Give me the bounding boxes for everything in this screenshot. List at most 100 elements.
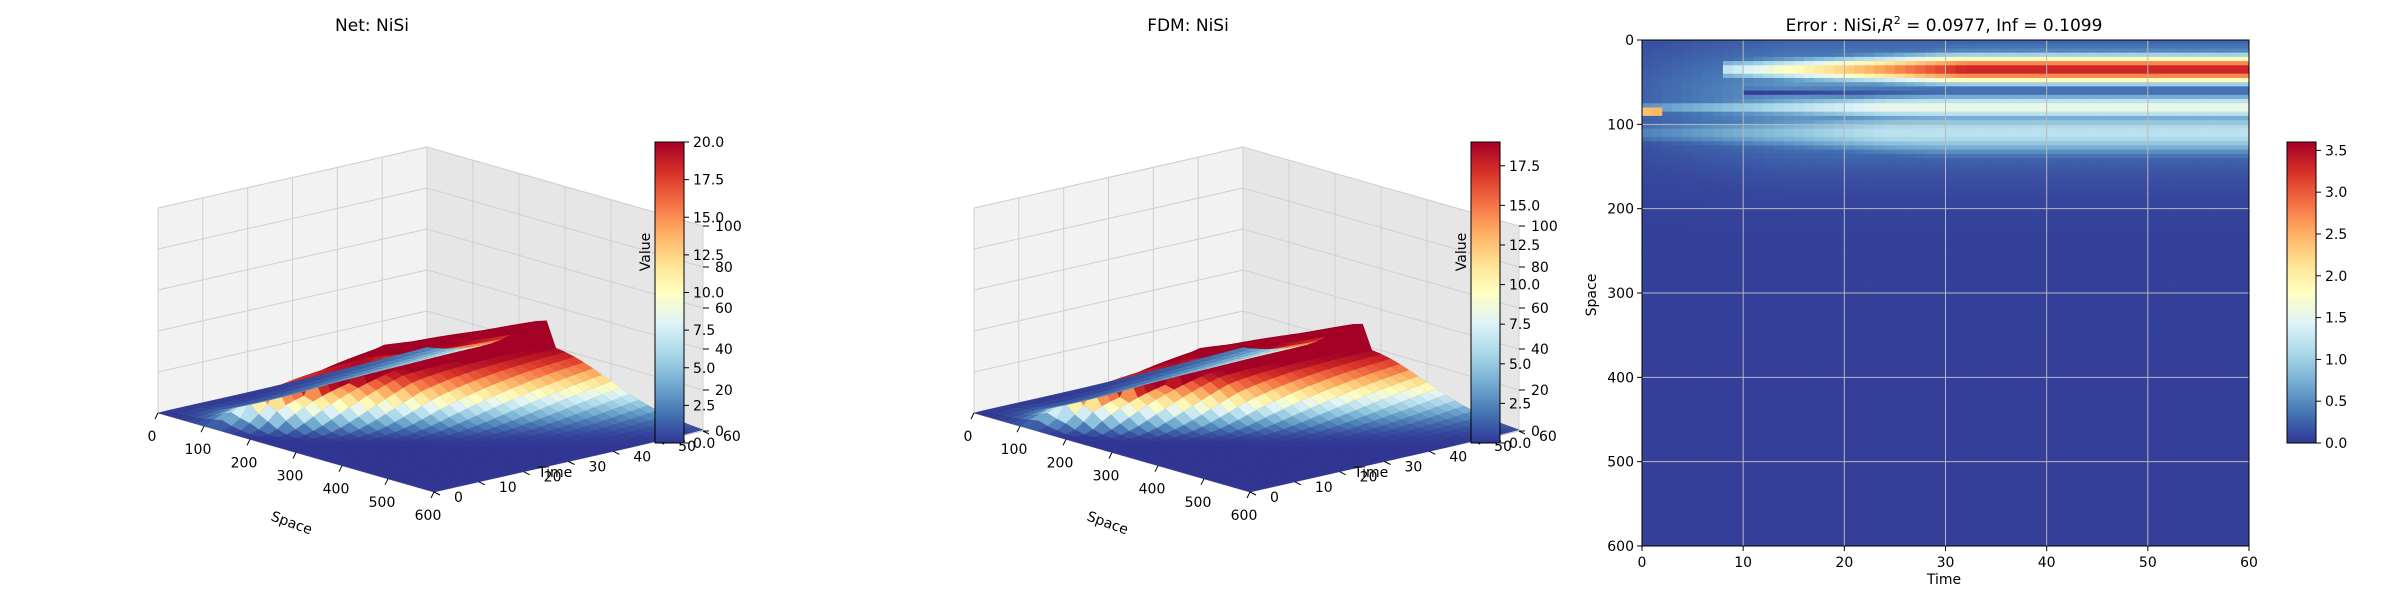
heatmap-cell xyxy=(1854,402,1865,408)
heatmap-cell xyxy=(1834,263,1845,269)
heatmap-cell xyxy=(1692,356,1704,361)
heatmap-cell xyxy=(1733,170,1744,176)
heatmap-cell xyxy=(1874,255,1886,260)
heatmap-cell xyxy=(1864,111,1876,117)
net-colorbar-tick-label: 0.0 xyxy=(693,436,715,452)
heatmap-cell xyxy=(1672,200,1683,205)
heatmap-cell xyxy=(1773,90,1785,96)
heatmap-cell xyxy=(1854,158,1865,163)
heatmap-cell xyxy=(1682,368,1693,374)
heatmap-cell xyxy=(1652,529,1663,534)
heatmap-cell xyxy=(1753,427,1764,433)
heatmap-cell xyxy=(1783,284,1795,290)
heatmap-cell xyxy=(1763,86,1774,91)
heatmap-cell xyxy=(1874,381,1886,387)
heatmap-cell xyxy=(1763,90,1774,96)
heatmap-cell xyxy=(1733,377,1744,382)
heatmap-cell xyxy=(1642,330,1653,336)
heatmap-cell xyxy=(1783,229,1795,235)
net-colorbar-tick-label: 10.0 xyxy=(693,286,724,302)
heatmap-cell xyxy=(1834,250,1845,256)
y-tick-label: 60 xyxy=(1539,429,1557,445)
heatmap-cell xyxy=(1834,233,1845,239)
heatmap-cell xyxy=(1733,145,1744,151)
heatmap-cell xyxy=(1884,183,1896,188)
heatmap-cell xyxy=(1662,330,1673,336)
heatmap-cell xyxy=(1803,94,1815,100)
x-tick xyxy=(1108,452,1113,459)
heatmap-cell xyxy=(1803,326,1815,332)
heatmap-cell xyxy=(1874,187,1886,193)
heatmap-cell xyxy=(1692,196,1704,201)
heatmap-cell xyxy=(1702,263,1714,269)
heatmap-cell xyxy=(1733,166,1744,172)
heatmap-cell xyxy=(1824,250,1835,256)
heatmap-cell xyxy=(1783,94,1795,100)
wall-grid-z xyxy=(157,187,428,250)
heatmap-cell xyxy=(1783,318,1795,323)
heatmap-cell xyxy=(1793,516,1805,522)
heatmap-cell xyxy=(1884,40,1896,45)
heatmap-cell xyxy=(1803,111,1815,117)
heatmap-cell xyxy=(1743,141,1754,146)
net-xlabel: Space xyxy=(269,509,315,539)
heatmap-cell xyxy=(1874,196,1886,201)
heatmap-cell xyxy=(1642,381,1653,387)
heatmap-cell xyxy=(1864,82,1876,87)
heatmap-cell xyxy=(1874,69,1886,75)
heatmap-cell xyxy=(1743,208,1754,214)
heatmap-cell xyxy=(1763,411,1774,416)
heatmap-cell xyxy=(1813,411,1825,416)
heatmap-cell xyxy=(1692,406,1704,412)
heatmap-cell xyxy=(1874,271,1886,277)
heatmap-cell xyxy=(1783,242,1795,248)
heatmap-cell xyxy=(1834,381,1845,387)
heatmap-cell xyxy=(1824,482,1835,488)
heatmap-cell xyxy=(1672,77,1683,83)
heatmap-cell xyxy=(1844,73,1855,79)
heatmap-cell xyxy=(1712,352,1724,357)
heatmap-cell xyxy=(1803,103,1815,108)
heatmap-cell xyxy=(1702,309,1714,315)
heatmap-cell xyxy=(1803,225,1815,231)
heatmap-cell xyxy=(1692,191,1704,197)
heatmap-cell xyxy=(1642,149,1653,155)
heatmap-cell xyxy=(1854,529,1865,534)
heatmap-cell xyxy=(1662,69,1673,75)
heatmap-cell xyxy=(1773,478,1785,484)
heatmap-cell xyxy=(1844,406,1855,412)
heatmap-cell xyxy=(1783,221,1795,226)
heatmap-cell xyxy=(1803,196,1815,201)
heatmap-cell xyxy=(1813,255,1825,260)
heatmap-cell xyxy=(1753,56,1764,62)
heatmap-cell xyxy=(1712,107,1724,113)
heatmap-cell xyxy=(1813,233,1825,239)
heatmap-cell xyxy=(1722,276,1734,281)
heatmap-cell xyxy=(1702,128,1714,134)
heatmap-cell xyxy=(1743,537,1754,543)
heatmap-cell xyxy=(1722,115,1734,121)
heatmap-cell xyxy=(1662,491,1673,496)
heatmap-cell xyxy=(1692,524,1704,530)
heatmap-cell xyxy=(1662,339,1673,344)
heatmap-cell xyxy=(1642,347,1653,353)
heatmap-cell xyxy=(1824,537,1835,543)
heatmap-cell xyxy=(1813,212,1825,218)
heatmap-cell xyxy=(1783,508,1795,513)
heatmap-cell xyxy=(1672,470,1683,475)
heatmap-cell xyxy=(1884,449,1896,454)
heatmap-cell xyxy=(1662,246,1673,252)
heatmap-cell xyxy=(1743,136,1754,142)
heatmap-cell xyxy=(1834,56,1845,62)
heatmap-cell xyxy=(1743,44,1754,49)
heatmap-cell xyxy=(1733,73,1744,79)
heatmap-cell xyxy=(1844,69,1855,75)
heatmap-cell xyxy=(1783,183,1795,188)
heatmap-cell xyxy=(1682,520,1693,526)
heatmap-cell xyxy=(1722,271,1734,277)
heatmap-cell xyxy=(1682,503,1693,509)
heatmap-cell xyxy=(1803,470,1815,475)
heatmap-cell xyxy=(1722,158,1734,163)
heatmap-cell xyxy=(1702,187,1714,193)
